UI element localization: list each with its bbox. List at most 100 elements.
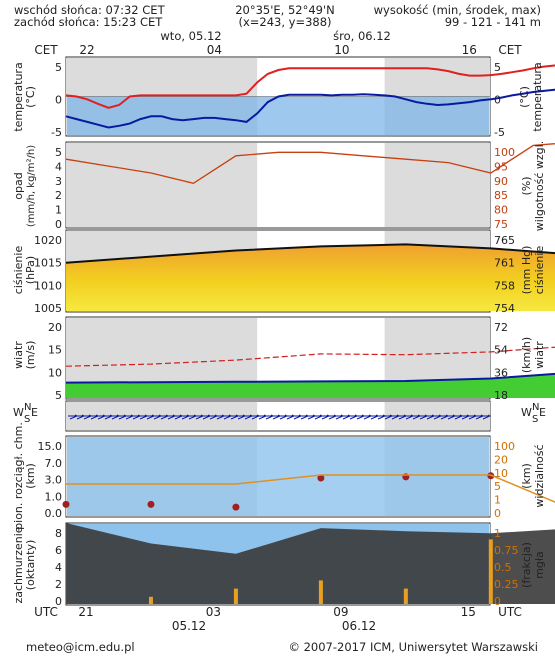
clouds-tick-right-0: 1 [494,527,501,540]
sunset-label: zachód słońca: 15:23 CET [14,15,163,29]
compass-n-right: N [532,402,539,413]
winddir-arrow-11 [146,414,156,420]
winddir-arrow-32 [293,414,303,420]
winddir-arrow-13 [160,414,170,420]
winddir-arrow-51 [426,414,436,420]
cloud-base-point-1 [147,500,155,508]
pressure-tick-right-1: 761 [494,257,515,270]
clouds-tick-right-3: 0.25 [494,578,519,591]
winddir-arrow-21 [216,414,226,420]
wind-tick-right-1: 54 [494,344,508,357]
pressure-tick-left-1: 1015 [34,257,62,270]
winddir-arrow-10 [139,414,149,420]
winddir-arrow-40 [349,414,359,420]
temperature-unit-left: (°C) [24,86,37,108]
pressure-tick-right-3: 754 [494,302,515,315]
contact-email[interactable]: meteo@icm.edu.pl [26,640,135,654]
precip-tick-left-5: 0 [55,218,62,231]
visibility-unit-right: (km) [520,463,533,489]
temperature-below-zero-area [67,96,489,135]
precip-unit-left: (mm/h, kg/m²/h) [26,145,37,227]
cloudiness-unit-left: (oktanty) [24,540,37,591]
day-label-2-top: śro, 06.12 [333,29,391,43]
winddir-arrow-39 [342,414,352,420]
winddir-arrow-45 [384,414,394,420]
wind-tick-right-3: 18 [494,389,508,402]
height-title: wysokość (min, środek, max) [374,3,541,17]
pressure-tick-left-3: 1005 [34,302,62,315]
top-tz-label-right: CET [498,43,522,57]
top-hour-0: 22 [79,43,94,57]
precip-tick-right-5: 75 [494,218,508,231]
temperature-tick-left-2: -5 [51,126,62,139]
precip-tick-left-2: 3 [55,175,62,188]
humidity-line [65,143,555,184]
pressure-tick-right-2: 758 [494,279,515,292]
winddir-arrow-2 [83,414,93,420]
wind-tick-left-0: 20 [48,321,62,334]
winddir-arrow-47 [398,414,408,420]
clouds-tick-left-4: 0 [55,595,62,608]
visibility-tick-left-0: 15.0 [38,440,63,453]
winddir-arrow-4 [97,414,107,420]
pressure-tick-right-0: 765 [494,234,515,247]
bottom-hour-0: 21 [78,605,93,619]
bottom-hour-ticks: 21030915210309152103 [78,605,476,619]
wind-tick-left-3: 5 [55,389,62,402]
fog-label-right: mgła [533,551,546,579]
wind-unit-right: (km/h) [520,337,533,373]
clouds-tick-right-4: 0 [494,595,501,608]
compass-n-left: N [24,402,31,413]
precip-tick-right-2: 90 [494,175,508,188]
pressure-label-left: ciśnienie [12,246,25,295]
temperature-tick-right-2: -5 [494,126,505,139]
fog-bar-5 [488,539,493,604]
bottom-tz-label-left: UTC [34,605,58,619]
top-hour-3: 16 [462,43,477,57]
wind-unit-left: (m/s) [24,341,37,370]
winddir-arrow-59 [482,414,492,420]
bottom-tz-label-right: UTC [498,605,522,619]
height-values: 99 - 121 - 141 m [445,15,541,29]
winddir-arrow-17 [188,414,198,420]
cloud-base-point-0 [62,500,70,508]
winddir-arrow-41 [356,414,366,420]
winddir-arrow-3 [90,414,100,420]
clouds-tick-left-1: 6 [55,544,62,557]
top-tz-label-left: CET [34,43,58,57]
winddir-arrow-6 [111,414,121,420]
winddir-arrow-46 [391,414,401,420]
winddir-arrow-54 [447,414,457,420]
temperature-label-left: temperatura [12,62,25,131]
winddir-arrow-42 [363,414,373,420]
temperature-unit-right: (°C) [518,86,531,108]
cloudiness-label-left: zachmurzenie [12,526,25,603]
day-label-2-bottom: 06.12 [342,619,376,633]
cloud-base-point-3 [317,474,325,482]
winddir-arrow-18 [195,414,205,420]
winddir-arrow-27 [258,414,268,420]
wind-tick-right-2: 36 [494,366,508,379]
visibility-tick-right-0: 100 [494,440,515,453]
day-label-1-bottom: 05.12 [172,619,206,633]
chart-marks [62,64,555,604]
precip-tick-left-3: 2 [55,189,62,202]
visibility-tick-left-1: 7.0 [45,457,63,470]
cloud-base-label-left: pion. rozciągł. chm. [12,422,25,530]
visibility-line [66,474,555,503]
wind-line-wind [65,372,555,384]
pressure-tick-left-0: 1020 [34,234,62,247]
day-label-1-top: wto, 05.12 [160,29,221,43]
winddir-arrow-56 [461,414,471,420]
wind-label-left: wiatr [12,341,25,369]
temperature-tick-left-1: 0 [55,94,62,107]
winddir-arrow-29 [272,414,282,420]
visibility-tick-right-2: 10 [494,467,508,480]
winddir-arrow-35 [314,414,324,420]
pressure-area [66,244,555,311]
wind-area [66,373,555,398]
fog-bar-3 [318,580,323,604]
winddir-arrow-5 [104,414,114,420]
copyright-notice: © 2007-2017 ICM, Uniwersytet Warszawski [288,640,538,654]
winddir-arrow-36 [321,414,331,420]
